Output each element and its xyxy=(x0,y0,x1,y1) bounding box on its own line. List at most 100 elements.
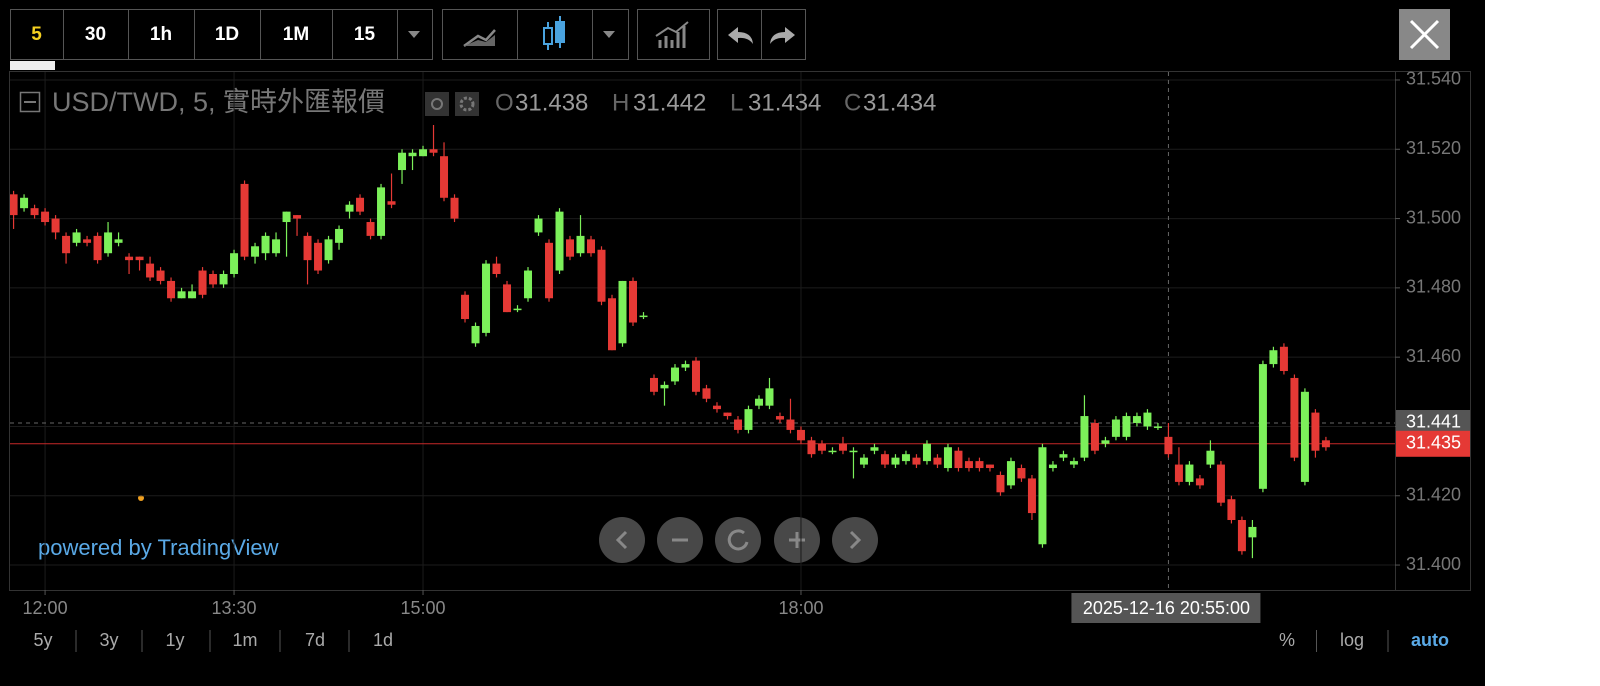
plot-frame xyxy=(9,71,1471,591)
undo-icon[interactable] xyxy=(728,27,753,44)
candle-body xyxy=(1122,416,1131,437)
x-tick-label: 15:00 xyxy=(400,598,445,618)
candle-body xyxy=(83,239,92,243)
chart-type-group[interactable] xyxy=(442,9,629,60)
scale-option[interactable]: % xyxy=(1279,630,1295,650)
interval-label[interactable]: 5 xyxy=(31,24,42,45)
candle-body xyxy=(964,461,973,469)
candle-body xyxy=(1311,412,1320,451)
candle-body xyxy=(471,325,480,344)
candle-body xyxy=(261,235,270,254)
candle-body xyxy=(314,242,323,271)
candle-body xyxy=(1038,447,1047,545)
candle-body xyxy=(1164,436,1173,455)
range-button[interactable]: 1d xyxy=(373,630,393,650)
collapse-icon[interactable] xyxy=(19,91,41,113)
undo-redo-group[interactable] xyxy=(717,9,806,60)
candle-body xyxy=(576,235,585,254)
dropdown-arrow[interactable] xyxy=(603,31,615,38)
candle-body xyxy=(566,239,575,257)
candle-body xyxy=(996,474,1005,493)
candle-body xyxy=(933,457,942,465)
x-tick-label: 12:00 xyxy=(23,598,68,618)
candle-body xyxy=(513,308,522,311)
settings-icon[interactable] xyxy=(455,92,479,116)
candle-body xyxy=(219,274,228,285)
candle-body xyxy=(240,183,249,257)
scroll-left[interactable] xyxy=(599,517,645,563)
indicator-button[interactable] xyxy=(637,9,710,60)
candle-body xyxy=(1132,416,1141,423)
candle-body xyxy=(901,454,910,462)
ohlc-value: 31.438 xyxy=(515,89,588,116)
candle-body xyxy=(293,215,302,219)
close-icon xyxy=(1409,19,1440,50)
candle-body xyxy=(912,457,921,465)
candle-body xyxy=(1143,412,1152,427)
candle-body xyxy=(555,211,564,271)
chart: USD/TWD, 5, 實時外匯報價 powered by TradingVie… xyxy=(0,0,1485,686)
candle-body xyxy=(188,291,197,299)
line-chart-icon-fill xyxy=(464,35,495,46)
scale-option[interactable]: log xyxy=(1340,630,1364,650)
candle-body xyxy=(156,270,165,281)
candle-body xyxy=(51,218,60,233)
line-chart-icon[interactable] xyxy=(463,29,496,48)
candle-body xyxy=(524,270,533,299)
candle-body xyxy=(114,239,123,243)
candle-body xyxy=(1101,440,1110,444)
candle-body xyxy=(618,280,627,344)
candle-body xyxy=(1300,391,1309,482)
range-button[interactable]: 5y xyxy=(33,630,52,650)
candle-body xyxy=(1048,464,1057,469)
candle-body xyxy=(943,447,952,469)
ohlc-key: O xyxy=(495,89,514,116)
candle-body xyxy=(796,429,805,441)
redo-icon[interactable] xyxy=(770,27,795,44)
range-button[interactable]: 3y xyxy=(99,630,118,650)
crosshair-price-label: 31.441 xyxy=(1406,412,1461,432)
candle-body xyxy=(135,256,144,261)
candle-body xyxy=(41,211,50,223)
interval-label[interactable]: 30 xyxy=(85,24,106,45)
toolbar-marker xyxy=(10,61,55,70)
dropdown-arrow xyxy=(408,31,420,38)
candle-body xyxy=(482,263,491,333)
scale-option[interactable]: auto xyxy=(1411,630,1449,650)
candle-body xyxy=(859,457,868,465)
x-tick-label: 13:30 xyxy=(212,598,257,618)
candle-body xyxy=(828,450,837,453)
visibility-icon[interactable] xyxy=(425,92,449,116)
candle-body xyxy=(660,384,669,389)
candle-body xyxy=(387,201,396,205)
candle-icon[interactable] xyxy=(543,16,565,50)
interval-label[interactable]: 1h xyxy=(150,24,172,45)
candle-body xyxy=(492,263,501,275)
candle-body xyxy=(303,235,312,261)
candle-body xyxy=(880,454,889,465)
interval-label[interactable]: 1D xyxy=(215,24,239,45)
range-button[interactable]: 1y xyxy=(165,630,184,650)
candle-body xyxy=(985,464,994,469)
candle-body xyxy=(681,364,690,368)
candle-body xyxy=(419,149,428,157)
y-tick-label: 31.400 xyxy=(1406,554,1461,574)
watermark[interactable]: powered by TradingView xyxy=(38,535,279,560)
range-button[interactable]: 1m xyxy=(232,630,257,650)
candle-body xyxy=(1017,468,1026,479)
candle-body xyxy=(838,443,847,451)
reset[interactable] xyxy=(715,517,761,563)
scroll-right[interactable] xyxy=(832,517,878,563)
candle-body xyxy=(62,235,71,254)
candle-body xyxy=(177,291,186,299)
candle-body xyxy=(72,232,81,243)
candle-body xyxy=(1080,416,1089,458)
candle-body xyxy=(30,208,39,216)
candle-body xyxy=(1216,464,1225,503)
interval-label[interactable]: 15 xyxy=(354,24,376,45)
interval-label[interactable]: 1M xyxy=(283,24,309,45)
range-button[interactable]: 7d xyxy=(305,630,325,650)
interval-dropdown[interactable] xyxy=(397,9,433,60)
candle-body xyxy=(93,235,102,261)
y-tick-label: 31.500 xyxy=(1406,207,1461,227)
